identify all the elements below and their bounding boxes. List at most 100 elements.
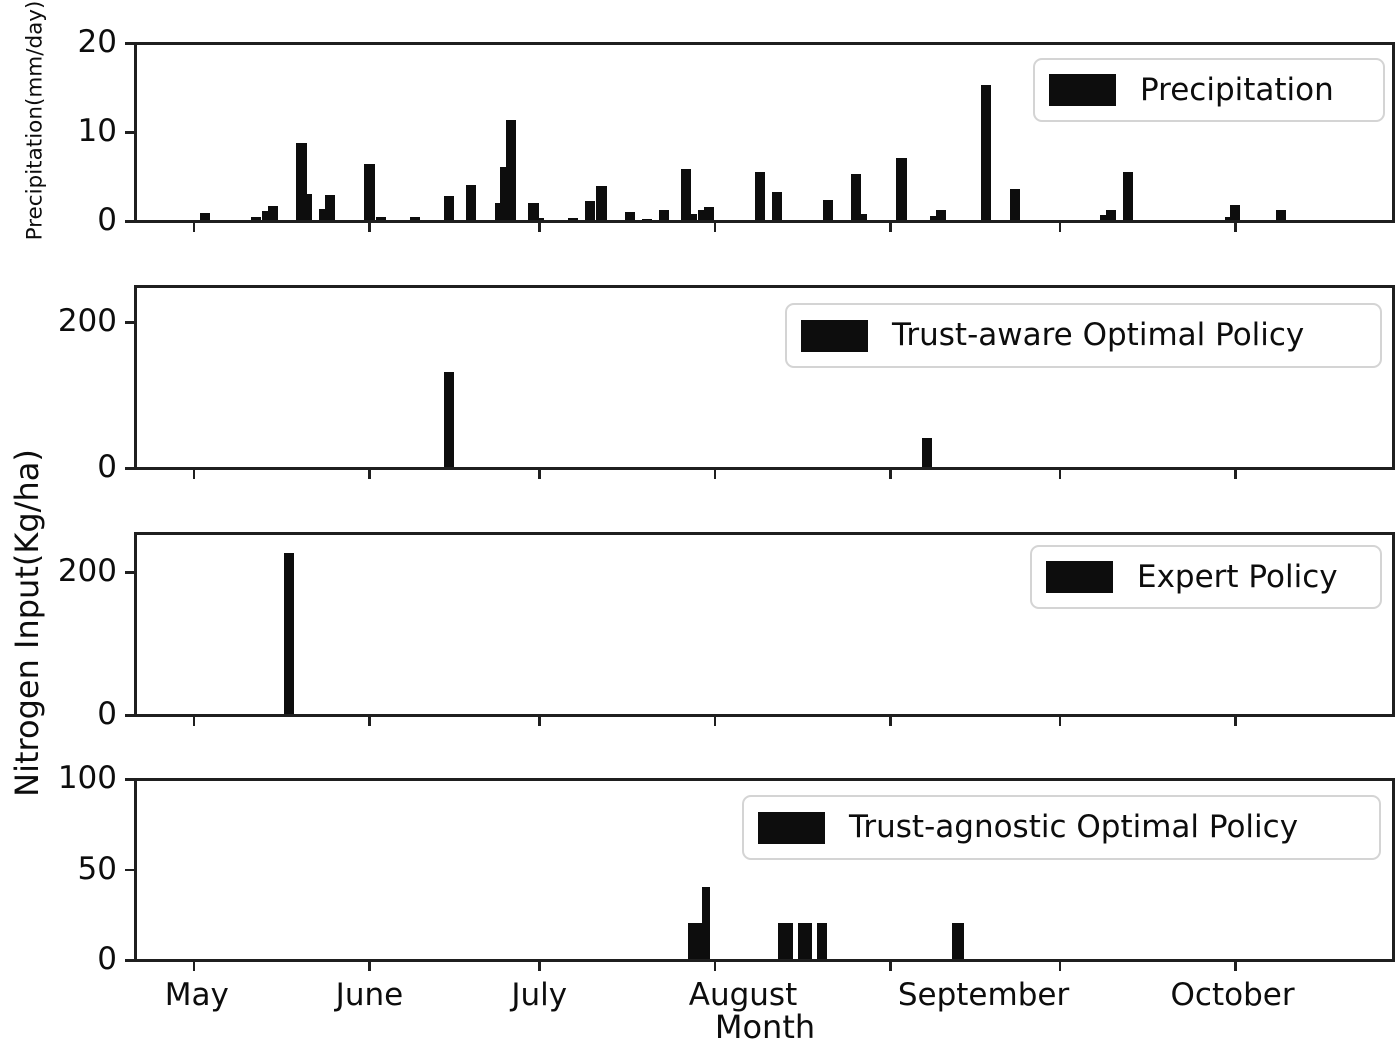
trust-agnostic-optimal-policy-bar <box>701 886 711 959</box>
precipitation-x-tick <box>192 223 196 232</box>
precipitation-bar <box>686 213 698 220</box>
precipitation-bar <box>698 210 709 220</box>
precipitation-y-tick-label: 20 <box>77 24 117 60</box>
x-tick-label-august: August <box>688 977 798 1013</box>
precipitation-bar <box>324 195 335 220</box>
precipitation-bar <box>268 205 279 220</box>
trust-aware-optimal-policy-x-tick <box>368 470 371 479</box>
legend-expert-policy: Expert Policy <box>1030 545 1382 609</box>
precipitation-bar <box>296 142 307 220</box>
legend-trust-agnostic: Trust-agnostic Optimal Policy <box>742 795 1381 860</box>
trust-agnostic-optimal-policy-y-tick <box>125 778 134 781</box>
expert-policy-x-tick <box>1058 717 1062 726</box>
precipitation-bar <box>1009 188 1020 220</box>
trust-aware-optimal-policy-x-tick <box>713 470 717 479</box>
precipitation-bar <box>1224 217 1235 220</box>
precipitation-x-tick <box>1058 223 1062 232</box>
precipitation-x-tick <box>1234 223 1237 232</box>
precipitation-bar <box>771 192 783 220</box>
trust-agnostic-optimal-policy-bar <box>778 922 793 959</box>
precipitation-bar <box>658 210 669 220</box>
trust-agnostic-optimal-policy-y-tick <box>125 868 134 871</box>
precipitation-bar <box>703 206 715 220</box>
trust-aware-optimal-policy-x-tick <box>192 470 196 479</box>
precipitation-bar <box>1105 210 1116 220</box>
trust-aware-optimal-policy-bar <box>921 437 933 467</box>
precipitation-bar <box>466 185 477 220</box>
legend-precipitation: Precipitation <box>1033 58 1385 122</box>
precipitation-bar <box>200 212 211 220</box>
precipitation-bar <box>443 195 454 220</box>
precipitation-bar <box>596 186 607 220</box>
trust-aware-optimal-policy-x-tick <box>538 470 541 479</box>
expert-policy-y-tick <box>125 571 134 574</box>
expert-policy-x-tick <box>889 717 892 726</box>
trust-aware-optimal-policy-x-tick <box>1058 470 1062 479</box>
precipitation-bar <box>930 216 941 220</box>
trust-aware-optimal-policy-x-tick <box>889 470 892 479</box>
legend-label-trust-aware: Trust-aware Optimal Policy <box>892 317 1305 353</box>
precipitation-y-tick-label: 10 <box>77 113 117 149</box>
trust-agnostic-optimal-policy-x-tick <box>368 962 371 971</box>
x-tick-label-june: June <box>335 977 404 1013</box>
expert-policy-y-tick <box>125 714 134 717</box>
precipitation-bar <box>1275 210 1286 220</box>
trust-agnostic-optimal-policy-bar <box>817 922 828 959</box>
precipitation-bar <box>641 219 652 220</box>
legend-swatch-trust-aware <box>801 319 868 352</box>
precipitation-bar <box>505 120 517 220</box>
trust-aware-optimal-policy-x-tick <box>1234 470 1237 479</box>
expert-policy-x-tick <box>368 717 371 726</box>
precipitation-bar <box>1100 214 1111 220</box>
precipitation-x-tick <box>713 223 717 232</box>
legend-swatch-trust-agnostic <box>758 811 825 844</box>
trust-agnostic-optimal-policy-y-tick-label: 50 <box>77 850 117 887</box>
precipitation-bar <box>319 209 330 220</box>
precipitation-y-tick <box>125 42 134 45</box>
precipitation-bar <box>262 211 273 220</box>
expert-policy-x-tick <box>713 717 717 726</box>
trust-aware-optimal-policy-y-tick-label: 200 <box>57 303 117 340</box>
precipitation-bar <box>624 211 635 220</box>
legend-swatch-expert-policy <box>1046 561 1113 593</box>
precipitation-bar <box>364 163 375 220</box>
trust-aware-optimal-policy-y-tick <box>125 467 134 470</box>
precipitation-bar <box>1230 204 1241 220</box>
precipitation-bar <box>935 210 947 220</box>
expert-policy-x-tick <box>192 717 196 726</box>
trust-agnostic-optimal-policy-y-tick-label: 0 <box>97 941 117 977</box>
precipitation-bar <box>822 199 833 220</box>
x-tick-label-september: September <box>897 977 1070 1013</box>
precipitation-y-tick <box>125 220 134 223</box>
legend-label-expert-policy: Expert Policy <box>1137 558 1338 595</box>
precipitation-bar <box>375 217 386 220</box>
precipitation-bar <box>856 213 867 220</box>
trust-aware-optimal-policy-y-tick <box>125 321 134 324</box>
precipitation-bar <box>500 166 511 220</box>
precipitation-bar <box>681 169 692 220</box>
legend-trust-aware: Trust-aware Optimal Policy <box>785 303 1382 368</box>
precipitation-y-tick <box>125 131 134 134</box>
trust-agnostic-optimal-policy-y-tick <box>125 959 134 962</box>
legend-swatch-precipitation <box>1049 74 1116 106</box>
x-axis-title: Month <box>714 1008 816 1046</box>
expert-policy-x-tick <box>538 717 541 726</box>
trust-agnostic-optimal-policy-bar <box>798 922 813 959</box>
expert-policy-y-tick-label: 0 <box>97 696 117 732</box>
precipitation-bar <box>409 217 420 220</box>
x-tick-label-may: May <box>164 977 229 1013</box>
nitrogen-input-y-axis-label: Nitrogen Input(Kg/ha) <box>8 449 46 797</box>
trust-aware-optimal-policy-bar <box>443 372 454 467</box>
trust-agnostic-optimal-policy-y-tick-label: 100 <box>57 760 117 796</box>
trust-agnostic-optimal-policy-x-tick <box>192 962 196 971</box>
precipitation-bar <box>1122 171 1133 220</box>
trust-agnostic-optimal-policy-bar <box>952 922 964 959</box>
trust-agnostic-optimal-policy-x-tick <box>538 962 541 971</box>
precipitation-bar <box>534 218 545 220</box>
trust-agnostic-optimal-policy-x-tick <box>713 962 717 971</box>
trust-agnostic-optimal-policy-x-tick <box>1234 962 1237 971</box>
precipitation-x-tick <box>368 223 371 232</box>
precipitation-bar <box>585 201 596 220</box>
legend-label-precipitation: Precipitation <box>1140 71 1334 108</box>
